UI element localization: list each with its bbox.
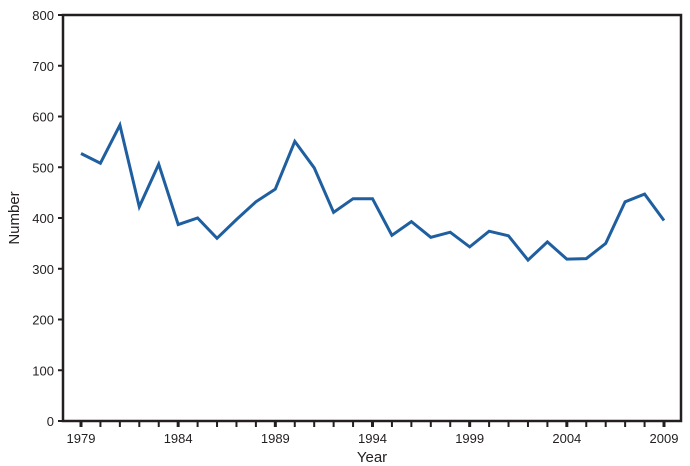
y-tick-label: 600 xyxy=(32,110,54,125)
plot-frame xyxy=(61,13,683,423)
series-line xyxy=(80,120,666,263)
x-tick-label: 1999 xyxy=(455,431,484,446)
x-tick-label: 1984 xyxy=(164,431,193,446)
data-series xyxy=(80,120,666,263)
y-tick-label: 200 xyxy=(32,313,54,328)
x-axis: 1979 1984 1989 1994 1999 2004 2009 xyxy=(67,421,679,446)
y-tick-label: 300 xyxy=(32,262,54,277)
y-axis-title: Number xyxy=(6,191,23,244)
y-tick-label: 700 xyxy=(32,59,54,74)
x-tick-label: 1989 xyxy=(261,431,290,446)
x-tick-label: 2009 xyxy=(650,431,679,446)
y-axis: 0 100 200 300 400 500 600 700 800 xyxy=(32,8,63,429)
x-tick-label: 1979 xyxy=(67,431,96,446)
y-tick-label: 100 xyxy=(32,363,54,378)
y-tick-label: 0 xyxy=(47,414,54,429)
y-tick-label: 800 xyxy=(32,8,54,23)
y-tick-label: 400 xyxy=(32,211,54,226)
x-axis-title: Year xyxy=(357,449,387,466)
x-tick-label: 2004 xyxy=(552,431,581,446)
x-tick-label: 1994 xyxy=(358,431,387,446)
y-tick-label: 500 xyxy=(32,160,54,175)
